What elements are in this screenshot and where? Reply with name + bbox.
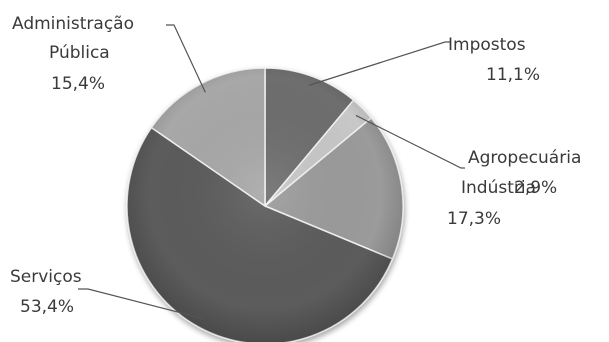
slice-label-administracao-publica-line-2: Pública <box>49 43 110 63</box>
slice-label-impostos: Impostos <box>448 35 526 55</box>
slice-value-industria: 17,3% <box>447 209 501 229</box>
slice-value-administracao-publica: 15,4% <box>51 74 105 94</box>
slice-label-industria: Indústria <box>461 178 536 198</box>
leader-line-administracao-publica <box>166 24 206 93</box>
leader-line-agropecuaria <box>355 114 465 169</box>
leader-line-impostos <box>308 41 450 86</box>
slice-label-agropecuaria: Agropecuária <box>468 148 581 168</box>
slice-value-agropecuaria: 2,9% <box>514 178 557 198</box>
pie-slices <box>126 67 404 342</box>
slice-value-impostos: 11,1% <box>486 65 540 85</box>
slice-label-servicos: Serviços <box>10 267 82 287</box>
slice-value-servicos: 53,4% <box>20 297 74 317</box>
slice-labels: Impostos 11,1% Agropecuária 2,9%Indústria 17… <box>10 14 581 317</box>
leader-line-servicos <box>78 288 204 320</box>
leader-lines <box>78 24 465 320</box>
slice-label-administracao-publica-line-1: Administração <box>12 14 134 34</box>
